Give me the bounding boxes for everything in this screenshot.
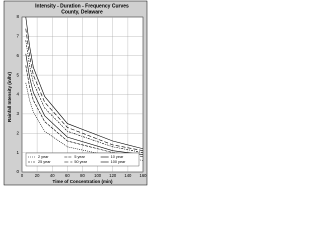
- chart-title: Intensity - Duration - Frequency Curves: [35, 3, 129, 9]
- x-tick-label: 0: [21, 173, 24, 178]
- y-tick-label: 3: [16, 111, 19, 116]
- y-tick-label: 0: [16, 169, 19, 174]
- y-axis-label: Rainfall Intensity (in/hr): [7, 72, 12, 123]
- chart: Intensity - Duration - Frequency Curves …: [0, 0, 149, 198]
- x-tick-label: 140: [124, 173, 132, 178]
- x-tick-label: 40: [50, 173, 55, 178]
- x-tick-label: 100: [94, 173, 102, 178]
- y-tick-label: 5: [16, 72, 19, 77]
- x-axis-label: Time of Concentration (min): [53, 179, 113, 184]
- legend-label: 10 year: [111, 155, 124, 159]
- legend-label: 25 year: [38, 160, 51, 164]
- x-tick-label: 160: [140, 173, 148, 178]
- series-line: [25, 53, 144, 155]
- series-line: [25, 65, 144, 157]
- y-tick-label: 7: [16, 34, 19, 39]
- series-line: [25, 28, 144, 151]
- series-line: [25, 16, 144, 150]
- legend-label: 50 year: [74, 160, 87, 164]
- x-tick-label: 80: [80, 173, 85, 178]
- chart-subtitle: County, Delaware: [61, 9, 103, 15]
- legend-label: 2 year: [38, 155, 49, 159]
- y-tick-label: 6: [16, 53, 19, 58]
- y-tick-label: 4: [16, 92, 19, 97]
- y-tick-label: 1: [16, 150, 19, 155]
- legend-label: 5 year: [74, 155, 85, 159]
- series-line: [25, 40, 144, 153]
- legend-label: 100 year: [111, 160, 127, 164]
- x-tick-label: 20: [35, 173, 40, 178]
- y-tick-label: 8: [16, 14, 19, 19]
- y-tick-label: 2: [16, 130, 19, 135]
- legend-box: [25, 152, 140, 167]
- x-tick-label: 120: [109, 173, 117, 178]
- x-tick-label: 60: [65, 173, 70, 178]
